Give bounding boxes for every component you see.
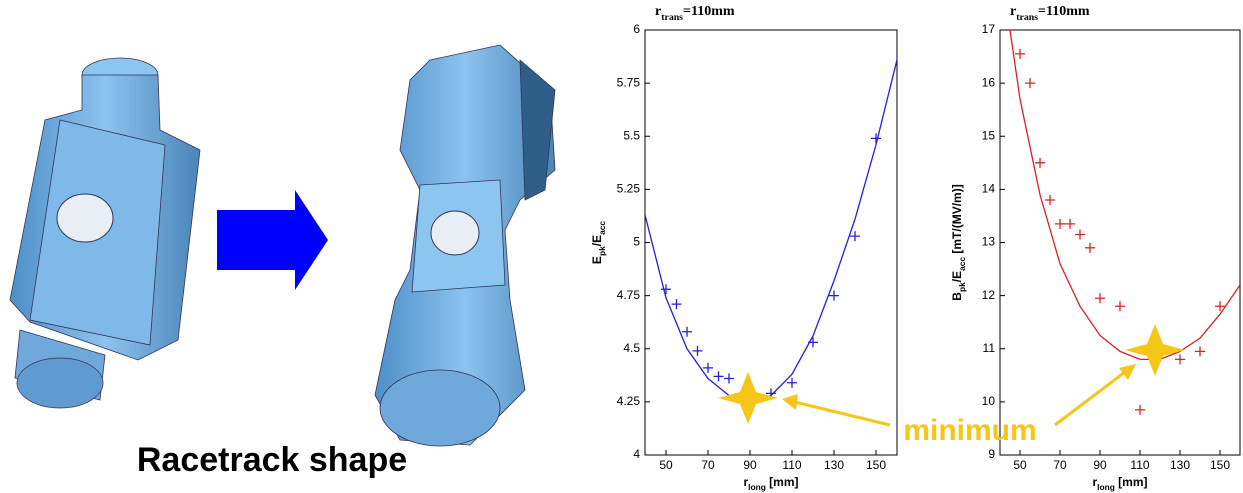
y-tick-label: 4 [633, 447, 640, 461]
y-tick-label: 17 [982, 22, 996, 36]
y-tick-label: 14 [982, 182, 996, 196]
label-part: trans [1016, 12, 1038, 23]
y-tick-label: 15 [982, 128, 996, 142]
label-part: long [1097, 482, 1115, 492]
y-axis-label: Epk/Eacc [590, 221, 607, 264]
x-tick-label: 90 [743, 458, 757, 472]
chart-title: rtrans=110mm [655, 4, 735, 23]
data-point [1015, 49, 1025, 59]
y-tick-label: 12 [982, 288, 996, 302]
plot-frame [1000, 30, 1240, 455]
arrow [217, 190, 328, 290]
x-tick-label: 130 [824, 458, 844, 472]
data-point [1195, 346, 1205, 356]
data-point [1075, 230, 1085, 240]
y-axis-label: Bpk/Eacc [mT/(MV/m)] [950, 184, 967, 300]
fit-line [645, 60, 897, 402]
data-point [1045, 195, 1055, 205]
label-part: pk [957, 282, 967, 292]
label-part: [mT/(MV/m)] [950, 184, 964, 257]
label-part: acc [597, 221, 607, 235]
y-tick-label: 5.75 [617, 75, 641, 89]
label-part: E [590, 256, 604, 264]
data-point [1175, 354, 1185, 364]
data-point [1115, 301, 1125, 311]
x-tick-label: 150 [866, 458, 886, 472]
data-point [787, 378, 797, 388]
x-tick-label: 50 [1013, 458, 1027, 472]
label-part: [mm] [1115, 475, 1148, 489]
data-point [1085, 243, 1095, 253]
data-point [1065, 219, 1075, 229]
left-cavity [10, 58, 200, 408]
data-point [714, 371, 724, 381]
data-point [1035, 158, 1045, 168]
right-cavity [375, 45, 555, 446]
data-point [1055, 219, 1065, 229]
y-tick-label: 10 [982, 394, 996, 408]
x-tick-label: 90 [1093, 458, 1107, 472]
label-part: =110mm [1038, 4, 1090, 19]
annotation: minimum [718, 324, 1185, 447]
y-tick-label: 4.75 [617, 288, 641, 302]
data-point [850, 231, 860, 241]
label-part: long [748, 482, 766, 492]
label-part: acc [957, 257, 967, 271]
y-tick-label: 16 [982, 75, 996, 89]
data-point [1095, 293, 1105, 303]
x-tick-label: 70 [1053, 458, 1067, 472]
y-tick-label: 11 [983, 341, 996, 355]
caption: Racetrack shape [137, 441, 407, 479]
x-axis-label: rlong [mm] [743, 475, 798, 492]
label-part: trans [661, 12, 683, 23]
x-tick-label: 150 [1210, 458, 1230, 472]
label-part: [mm] [766, 475, 799, 489]
annotation-text: minimum [903, 414, 1036, 447]
y-tick-label: 9 [988, 447, 995, 461]
label-part: /E [950, 271, 964, 282]
y-tick-label: 5 [633, 235, 640, 249]
data-point [724, 374, 734, 384]
data-point [1135, 405, 1145, 415]
figure: Racetrack shape 4 4.25 4.5 4.75 5 5.25 5.5 5.75… [0, 0, 1243, 493]
y-tick-label: 5.5 [623, 128, 640, 142]
data-point [871, 133, 881, 143]
data-point [829, 291, 839, 301]
data-point [672, 299, 682, 309]
label-part: pk [597, 246, 607, 256]
data-point [1025, 78, 1035, 88]
data-point [703, 363, 713, 373]
y-tick-label: 5.25 [617, 182, 641, 196]
x-tick-label: 130 [1170, 458, 1190, 472]
data-point [682, 327, 692, 337]
x-tick-label: 110 [782, 458, 801, 472]
label-part: =110mm [683, 4, 735, 19]
x-axis-label: rlong [mm] [1092, 475, 1147, 492]
x-tick-label: 110 [1130, 458, 1149, 472]
y-tick-label: 6 [633, 22, 640, 36]
chart: 4 4.25 4.5 4.75 5 5.25 5.5 5.75 6 50 70 90 110 130 150… [590, 4, 897, 492]
chart-title: rtrans=110mm [1010, 4, 1090, 23]
data-point [693, 346, 703, 356]
x-tick-label: 70 [701, 458, 715, 472]
y-tick-label: 4.5 [623, 341, 640, 355]
x-tick-label: 50 [659, 458, 673, 472]
y-tick-label: 4.25 [617, 394, 641, 408]
label-part: B [950, 292, 964, 301]
label-part: /E [590, 235, 604, 246]
fit-line [1010, 30, 1240, 359]
y-tick-label: 13 [982, 235, 996, 249]
